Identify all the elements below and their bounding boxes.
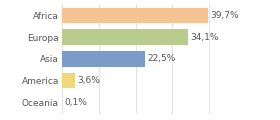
Text: 22,5%: 22,5% (147, 54, 175, 63)
Text: 0,1%: 0,1% (64, 98, 87, 107)
Bar (62, 51, 145, 67)
Text: 3,6%: 3,6% (77, 76, 100, 85)
Text: 39,7%: 39,7% (211, 11, 239, 20)
Bar (62, 8, 208, 23)
Bar (62, 29, 188, 45)
Text: 34,1%: 34,1% (190, 33, 218, 42)
Bar (62, 73, 75, 88)
